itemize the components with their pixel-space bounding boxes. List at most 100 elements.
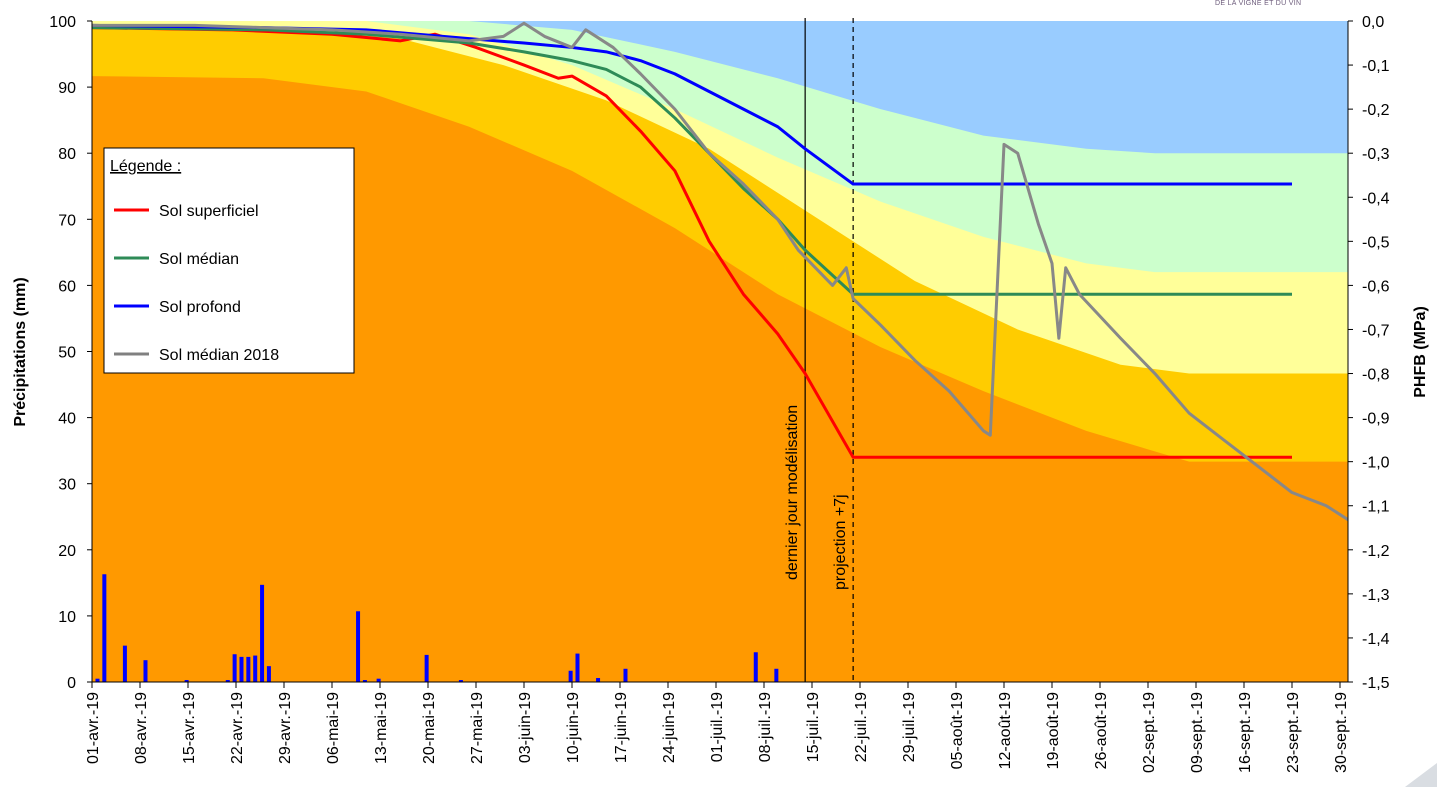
y-axis-right-title: PHFB (MPa) — [1412, 306, 1429, 398]
x-tick-label: 29-avr.-19 — [277, 692, 294, 764]
right-tick-label: -1,2 — [1362, 543, 1390, 560]
logo-text: DE LA VIGNE ET DU VIN — [1215, 0, 1302, 7]
left-tick-label: 30 — [58, 477, 76, 494]
right-tick-label: 0,0 — [1362, 14, 1384, 31]
precip-bar — [575, 653, 580, 682]
x-tick-label: 20-mai-19 — [421, 692, 438, 764]
precip-bar — [362, 680, 367, 682]
precip-bar — [239, 656, 244, 682]
precip-bar — [774, 668, 779, 682]
legend-box — [103, 147, 355, 374]
x-tick-label: 16-sept.-19 — [1237, 692, 1254, 773]
right-tick-label: -0,6 — [1362, 278, 1390, 295]
x-tick-label: 17-juin-19 — [613, 692, 630, 763]
x-tick-label: 12-août-19 — [997, 692, 1014, 769]
left-tick-label: 90 — [58, 80, 76, 97]
series-line-3 — [92, 21, 1348, 522]
left-tick-label: 80 — [58, 146, 76, 163]
left-tick-label: 100 — [49, 14, 76, 31]
left-tick-label: 60 — [58, 278, 76, 295]
x-tick-label: 15-avr.-19 — [181, 692, 198, 764]
precip-bar — [260, 584, 265, 682]
legend-label: Sol superficiel — [159, 203, 259, 220]
x-tick-label: 10-juin-19 — [565, 692, 582, 763]
right-tick-label: -0,9 — [1362, 411, 1390, 428]
series-lines — [92, 21, 1348, 522]
x-tick-label: 24-juin-19 — [661, 692, 678, 763]
left-tick-label: 40 — [58, 411, 76, 428]
drought-bands — [92, 21, 1348, 682]
right-tick-label: -0,1 — [1362, 58, 1390, 75]
right-tick-label: -1,0 — [1362, 455, 1390, 472]
right-tick-label: -1,1 — [1362, 499, 1390, 516]
left-tick-label: 10 — [58, 609, 76, 626]
x-tick-label: 23-sept.-19 — [1285, 692, 1302, 773]
precip-bar — [356, 611, 361, 682]
precip-bar — [253, 655, 258, 682]
precip-bar — [102, 574, 107, 682]
precip-bar — [596, 678, 601, 682]
x-tick-label: 22-juil.-19 — [853, 692, 870, 762]
precip-bar — [266, 666, 271, 682]
right-tick-label: -1,3 — [1362, 587, 1390, 604]
x-tick-label: 26-août-19 — [1093, 692, 1110, 769]
x-tick-label: 01-juil.-19 — [709, 692, 726, 762]
x-tick-label: 03-juin-19 — [517, 692, 534, 763]
precip-bar — [376, 678, 381, 682]
x-tick-label: 22-avr.-19 — [229, 692, 246, 764]
left-tick-label: 20 — [58, 543, 76, 560]
x-tick-label: 27-mai-19 — [469, 692, 486, 764]
right-tick-label: -0,8 — [1362, 367, 1390, 384]
left-tick-label: 0 — [67, 675, 76, 692]
reference-lines: dernier jour modélisation projection +7j — [784, 18, 854, 682]
legend: Légende : Sol superficiel Sol médian Sol pr… — [103, 147, 355, 374]
legend-label: Sol profond — [159, 299, 241, 316]
x-tick-label: 30-sept.-19 — [1333, 692, 1350, 773]
precip-bar — [424, 654, 429, 682]
series-line-1 — [92, 26, 1292, 296]
vline-label: dernier jour modélisation — [784, 405, 801, 580]
precip-bar — [184, 680, 189, 682]
right-tick-label: -0,5 — [1362, 234, 1390, 251]
right-tick-label: -0,4 — [1362, 190, 1390, 207]
left-tick-label: 70 — [58, 212, 76, 229]
x-tick-label: 09-sept.-19 — [1189, 692, 1206, 773]
x-tick-label: 01-avr.-19 — [85, 692, 102, 764]
legend-label: Sol médian 2018 — [159, 347, 279, 364]
precip-bar — [568, 670, 573, 682]
legend-label: Sol médian — [159, 251, 239, 268]
x-tick-label: 05-août-19 — [949, 692, 966, 769]
right-tick-label: -0,3 — [1362, 146, 1390, 163]
precip-bar — [122, 645, 127, 682]
right-tick-label: -0,7 — [1362, 322, 1390, 339]
x-tick-label: 13-mai-19 — [373, 692, 390, 764]
precip-bar — [95, 678, 100, 682]
x-tick-label: 08-avr.-19 — [133, 692, 150, 764]
precipitation-bars — [95, 574, 779, 682]
x-tick-label: 15-juil.-19 — [805, 692, 822, 762]
axes: 0 10 20 30 40 50 60 70 80 90 100 0,0 -0,1 -0,2 -0,3 -0,… — [12, 14, 1429, 773]
right-tick-label: -1,5 — [1362, 675, 1390, 692]
precip-bar — [232, 654, 237, 682]
x-tick-label: 06-mai-19 — [325, 692, 342, 764]
left-tick-label: 50 — [58, 345, 76, 362]
precip-bar — [143, 660, 148, 682]
precip-bar — [246, 656, 251, 682]
vline-label: projection +7j — [832, 494, 849, 590]
corner-decoration — [1405, 763, 1437, 787]
precip-bar — [458, 680, 463, 682]
x-tick-label: 08-juil.-19 — [757, 692, 774, 762]
x-tick-label: 02-sept.-19 — [1141, 692, 1158, 773]
right-tick-label: -0,2 — [1362, 102, 1390, 119]
band-4 — [92, 76, 1348, 682]
precip-bar — [623, 668, 628, 682]
right-tick-label: -1,4 — [1362, 631, 1390, 648]
series-line-0 — [92, 26, 1292, 459]
precip-bar — [753, 652, 758, 682]
y-axis-left-title: Précipitations (mm) — [12, 277, 29, 426]
x-tick-label: 19-août-19 — [1045, 692, 1062, 769]
legend-title: Légende : — [110, 158, 181, 175]
precip-bar — [225, 680, 230, 682]
x-tick-label: 29-juil.-19 — [901, 692, 918, 762]
